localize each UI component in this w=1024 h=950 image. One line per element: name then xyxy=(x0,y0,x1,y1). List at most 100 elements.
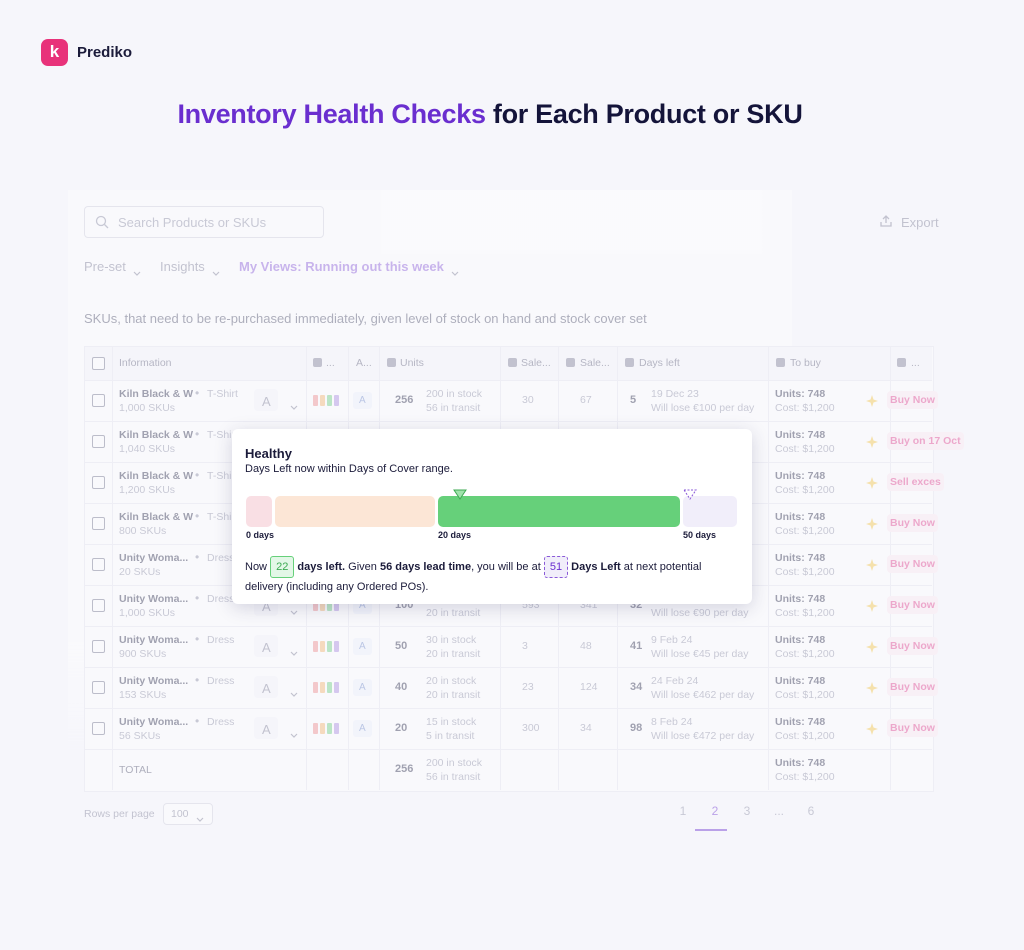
checkbox[interactable] xyxy=(92,599,105,612)
in-stock: 200 in stock xyxy=(426,388,483,400)
active-page-underline xyxy=(695,829,727,831)
to-buy-cost: Cost: $1,200 xyxy=(775,771,835,783)
info-icon xyxy=(387,358,396,367)
logo[interactable]: k xyxy=(41,39,68,66)
class-badge-text: A xyxy=(359,641,366,652)
column-header: Information xyxy=(119,357,172,369)
brand: Prediko xyxy=(77,44,133,61)
days-left-chip: 22 xyxy=(270,556,295,578)
sparkle-icon xyxy=(866,476,878,489)
row-action[interactable]: Buy on 17 Oct xyxy=(887,432,964,450)
units: 256 xyxy=(395,394,414,406)
checkbox[interactable] xyxy=(92,435,105,448)
info-icon xyxy=(508,358,517,367)
sku-count: 1,040 SKUs xyxy=(119,443,176,455)
row-divider xyxy=(85,626,932,627)
product-name: Kiln Black & W xyxy=(119,511,194,523)
filter-dropdown[interactable]: My Views: Running out this week xyxy=(239,259,444,274)
loss: Will lose €462 per day xyxy=(651,689,755,701)
sku-count: 1,000 SKUs xyxy=(119,402,176,414)
product-type: T-Shirt xyxy=(207,388,238,400)
chevron xyxy=(133,264,141,276)
column-header: Sale... xyxy=(580,357,610,369)
chevron xyxy=(290,685,298,697)
stockout-date: 24 Feb 24 xyxy=(651,675,699,687)
filter-dropdown[interactable]: Pre-set xyxy=(84,259,126,274)
to-buy-cost: Cost: $1,200 xyxy=(775,443,835,455)
sku-count: 1,000 SKUs xyxy=(119,607,176,619)
headline-highlight: Inventory Health Checks xyxy=(177,99,486,129)
row-action[interactable]: Sell exces xyxy=(887,473,944,491)
sales-2: 34 xyxy=(580,722,592,734)
to-buy-cost: Cost: $1,200 xyxy=(775,730,835,742)
to-buy-units: Units: 748 xyxy=(775,552,826,564)
row-action[interactable]: Buy Now xyxy=(887,555,938,573)
bullet: • xyxy=(195,468,200,482)
page-link[interactable]: 6 xyxy=(807,804,815,818)
header-row xyxy=(85,347,932,380)
abc-select[interactable] xyxy=(254,635,278,657)
product-name: Unity Woma... xyxy=(119,675,189,687)
page-link[interactable]: 3 xyxy=(743,804,751,818)
row-action[interactable]: Buy Now xyxy=(887,637,938,655)
checkbox[interactable] xyxy=(92,681,105,694)
total-label: TOTAL xyxy=(119,764,152,776)
sales-2: 124 xyxy=(580,681,598,693)
to-buy-cost: Cost: $1,200 xyxy=(775,566,835,578)
row-divider xyxy=(85,667,932,668)
range-low xyxy=(275,496,435,527)
to-buy-cost: Cost: $1,200 xyxy=(775,402,835,414)
tooltip-sentence: Now 22 days left. Given 56 days lead tim… xyxy=(245,556,740,596)
checkbox[interactable] xyxy=(92,357,105,370)
bullet: • xyxy=(195,632,200,646)
checkbox[interactable] xyxy=(92,640,105,653)
days-left: 34 xyxy=(630,681,643,693)
abc-select[interactable] xyxy=(254,717,278,739)
bullet: • xyxy=(195,673,200,687)
abc-select[interactable] xyxy=(254,676,278,698)
bullet: • xyxy=(195,714,200,728)
to-buy-units: Units: 748 xyxy=(775,429,826,441)
row-action[interactable]: Buy Now xyxy=(887,719,938,737)
loss: Will lose €100 per day xyxy=(651,402,755,414)
rows-per-page-select[interactable] xyxy=(163,803,213,825)
bullet: • xyxy=(195,591,200,605)
product-type: Dress xyxy=(207,716,235,728)
search-box[interactable]: Search Products or SKUs xyxy=(84,206,324,238)
range-critical xyxy=(246,496,272,527)
info-icon xyxy=(313,358,322,367)
in-transit: 20 in transit xyxy=(426,689,481,701)
row-action[interactable]: Buy Now xyxy=(887,514,938,532)
page-link[interactable]: 2 xyxy=(711,804,719,818)
row-action[interactable]: Buy Now xyxy=(887,678,938,696)
to-buy-units: Units: 748 xyxy=(775,511,826,523)
checkbox[interactable] xyxy=(92,558,105,571)
checkbox[interactable] xyxy=(92,517,105,530)
class-badge xyxy=(353,679,372,696)
bullet: • xyxy=(195,550,200,564)
export-button[interactable]: Export xyxy=(901,215,939,230)
page-link[interactable]: 1 xyxy=(679,804,687,818)
in-transit: 20 in transit xyxy=(426,607,481,619)
sales-1: 23 xyxy=(522,681,534,693)
stockout-date: 9 Feb 24 xyxy=(651,634,693,646)
checkbox[interactable] xyxy=(92,394,105,407)
sentence-text: Now xyxy=(245,561,268,573)
info-icon xyxy=(897,358,906,367)
sparkle-icon xyxy=(866,681,878,694)
trend-chip xyxy=(327,641,332,652)
filter-dropdown[interactable]: Insights xyxy=(160,259,205,274)
sparkle-icon xyxy=(866,640,878,653)
to-buy-units: Units: 748 xyxy=(775,470,826,482)
abc-select[interactable] xyxy=(254,389,278,411)
checkbox[interactable] xyxy=(92,722,105,735)
checkbox[interactable] xyxy=(92,476,105,489)
column-header: To buy xyxy=(790,357,821,369)
health-tooltip: Healthy Days Left now within Days of Cov… xyxy=(232,429,752,604)
class-badge-text: A xyxy=(359,723,366,734)
chevron xyxy=(290,726,298,738)
row-action[interactable]: Buy Now xyxy=(887,596,938,614)
bullet: • xyxy=(195,386,200,400)
row-action[interactable]: Buy Now xyxy=(887,391,938,409)
page-link[interactable]: ... xyxy=(773,804,784,818)
